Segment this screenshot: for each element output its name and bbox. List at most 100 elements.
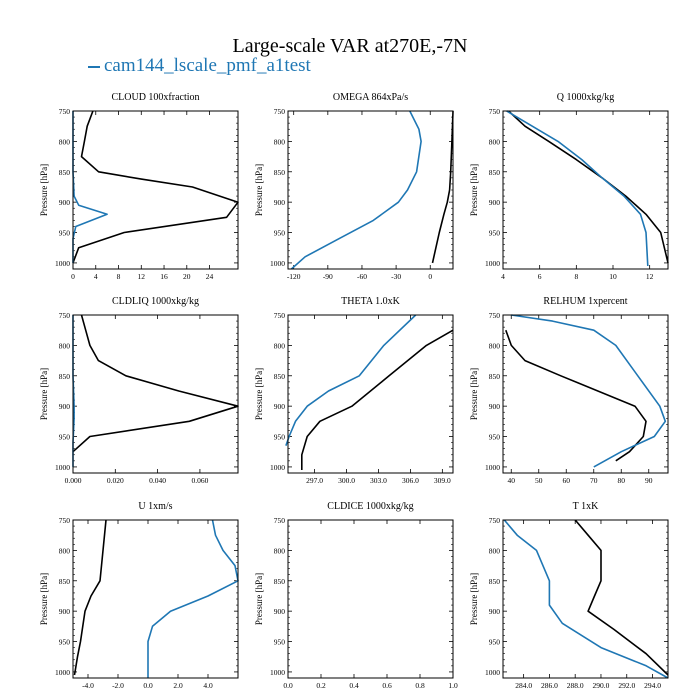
x-tick-label: -4.0 [82, 681, 94, 690]
series-line-ref [72, 314, 239, 453]
x-tick-label: 2.0 [173, 681, 183, 690]
y-tick-label: 750 [489, 516, 501, 525]
y-tick-label: 800 [274, 341, 286, 350]
y-axis-label: Pressure [hPa] [254, 164, 264, 216]
plot-frame [502, 110, 669, 270]
x-tick-label: 50 [535, 476, 543, 485]
series-line-test [290, 110, 422, 270]
x-tick-label: 286.0 [541, 681, 558, 690]
y-tick-label: 1000 [485, 463, 500, 472]
y-axis-label: Pressure [hPa] [254, 573, 264, 625]
series-line-ref [574, 519, 669, 676]
y-tick-label: 750 [59, 516, 71, 525]
x-tick-label: 284.0 [515, 681, 532, 690]
figure-title: Large-scale VAR at270E,-7N [232, 35, 468, 57]
panel-title: CLOUD 100xfraction [111, 92, 199, 103]
panel-1: CLOUD 100xfraction Pressure [hPa] 750 800 85… [39, 92, 239, 281]
x-tick-label: 0 [71, 272, 75, 281]
x-tick-label: 306.0 [402, 476, 419, 485]
x-tick-label: 1.0 [448, 681, 458, 690]
panel-title: RELHUM 1xpercent [543, 296, 627, 307]
series-line-test [511, 314, 667, 468]
y-tick-label: 950 [489, 433, 501, 442]
plot-frame [72, 110, 239, 270]
y-tick-label: 800 [59, 341, 71, 350]
x-tick-label: 4.0 [203, 681, 213, 690]
x-tick-label: 4 [94, 272, 98, 281]
x-tick-label: -2.0 [112, 681, 124, 690]
y-tick-label: 950 [59, 433, 71, 442]
y-tick-label: 950 [274, 638, 286, 647]
y-tick-label: 800 [59, 137, 71, 146]
y-tick-label: 750 [489, 107, 501, 116]
y-tick-label: 900 [489, 402, 501, 411]
y-tick-label: 950 [489, 229, 501, 238]
panel-9: T 1xK Pressure [hPa] 750 800 850 900 950 1000 28… [469, 501, 669, 690]
x-tick-label: 288.0 [567, 681, 584, 690]
y-tick-label: 900 [274, 607, 286, 616]
x-tick-label: 300.0 [338, 476, 355, 485]
x-tick-label: 0.2 [316, 681, 326, 690]
series-line-test [285, 314, 417, 446]
y-tick-label: 850 [59, 577, 71, 586]
y-tick-label: 900 [274, 198, 286, 207]
y-tick-label: 950 [274, 433, 286, 442]
panel-title: U 1xm/s [138, 501, 172, 512]
x-tick-label: 0.060 [191, 476, 208, 485]
y-tick-label: 900 [274, 402, 286, 411]
y-tick-label: 850 [274, 577, 286, 586]
x-tick-label: 0.000 [65, 476, 82, 485]
x-tick-label: 0.020 [107, 476, 124, 485]
x-tick-label: 12 [646, 272, 654, 281]
series-line-test [506, 110, 649, 267]
y-tick-label: 750 [59, 311, 71, 320]
y-axis-label: Pressure [hPa] [469, 573, 479, 625]
y-tick-label: 900 [59, 607, 71, 616]
y-tick-label: 750 [489, 311, 501, 320]
x-tick-label: -90 [323, 272, 333, 281]
y-tick-label: 850 [489, 372, 501, 381]
y-tick-label: 750 [274, 107, 286, 116]
y-tick-label: 900 [489, 607, 501, 616]
y-axis-label: Pressure [hPa] [469, 164, 479, 216]
plot-frame [502, 314, 669, 474]
y-tick-label: 950 [59, 229, 71, 238]
plot-frame [287, 110, 454, 270]
legend-entry: cam144_lscale_pmf_a1test [88, 55, 311, 77]
y-tick-label: 850 [59, 372, 71, 381]
y-tick-label: 1000 [270, 668, 285, 677]
x-tick-label: 70 [590, 476, 598, 485]
legend-label: cam144_lscale_pmf_a1test [104, 55, 311, 76]
y-tick-label: 850 [59, 168, 71, 177]
y-tick-label: 1000 [55, 259, 70, 268]
y-axis-label: Pressure [hPa] [469, 368, 479, 420]
y-tick-label: 750 [274, 516, 286, 525]
plot-frame [287, 314, 454, 474]
y-tick-label: 1000 [485, 668, 500, 677]
y-tick-label: 950 [59, 638, 71, 647]
y-tick-label: 1000 [55, 668, 70, 677]
y-tick-label: 1000 [270, 259, 285, 268]
series-line-ref [300, 329, 454, 470]
y-tick-label: 850 [274, 168, 286, 177]
x-tick-label: -60 [357, 272, 367, 281]
x-tick-label: 0.0 [143, 681, 153, 690]
x-tick-label: -120 [287, 272, 301, 281]
y-tick-label: 800 [489, 137, 501, 146]
y-tick-label: 900 [59, 402, 71, 411]
y-tick-label: 850 [489, 168, 501, 177]
y-tick-label: 800 [59, 546, 71, 555]
y-tick-label: 950 [489, 638, 501, 647]
plot-frame [72, 519, 239, 679]
panel-5: THETA 1.0xK Pressure [hPa] 750 800 850 900 950… [254, 296, 454, 485]
x-tick-label: 0.8 [415, 681, 425, 690]
x-tick-label: 90 [645, 476, 653, 485]
y-tick-label: 1000 [485, 259, 500, 268]
x-tick-label: 0.4 [349, 681, 359, 690]
x-tick-label: 8 [574, 272, 578, 281]
panel-4: CLDLIQ 1000xkg/kg Pressure [hPa] 750 800 850… [39, 296, 239, 485]
panel-3: Q 1000xkg/kg Pressure [hPa] 750 800 850 900 95… [469, 92, 669, 281]
series-line-ref [72, 110, 239, 264]
panel-title: T 1xK [573, 501, 599, 512]
x-tick-label: 290.0 [593, 681, 610, 690]
